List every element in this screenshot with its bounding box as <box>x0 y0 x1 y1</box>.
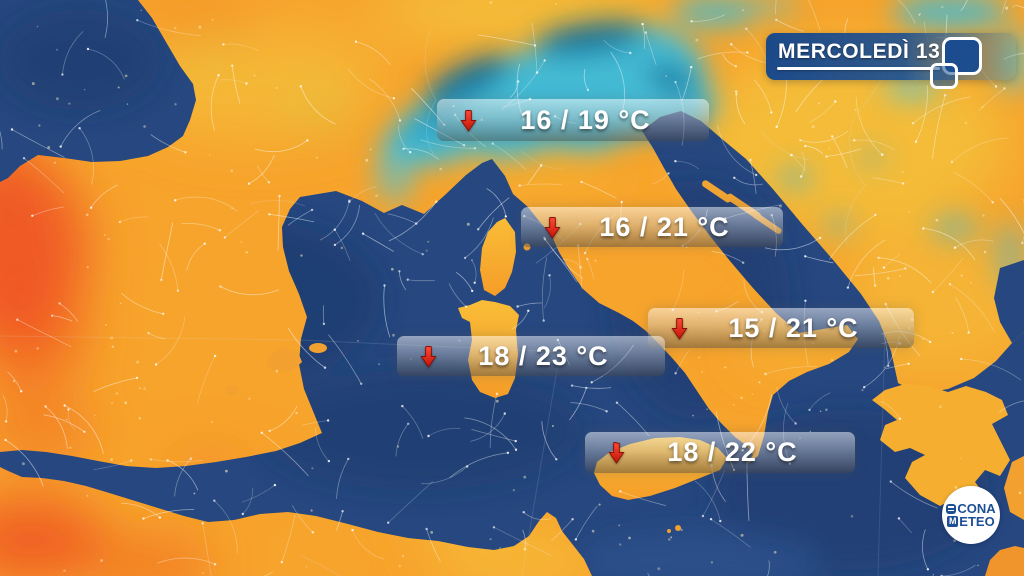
island-malta <box>675 525 681 531</box>
temp-range-text: 18 / 22 °C <box>667 437 798 467</box>
land-greece <box>872 384 1010 506</box>
brand-window-icon <box>946 503 957 514</box>
island-ibiza <box>225 385 239 395</box>
land-greece-edge <box>1004 456 1024 520</box>
channel-logo-big-square-icon <box>942 37 982 75</box>
brand-line2: ETEO <box>959 514 995 529</box>
graticule-lines <box>0 29 901 576</box>
island-mallorca <box>266 348 302 372</box>
temp-range-text: 18 / 23 °C <box>478 340 609 371</box>
temp-drop-arrow-icon <box>460 109 477 132</box>
brand-line1: CONA <box>957 501 996 516</box>
temp-label-sardinia: 18 / 23 °C <box>397 336 665 376</box>
temp-label-sicily: 18 / 22 °C <box>585 432 855 473</box>
land-libya-corner <box>985 546 1024 576</box>
temp-label-north-west-italy: 16 / 19 °C <box>437 99 709 141</box>
island-gozo <box>667 529 671 533</box>
sea-aegean <box>994 260 1024 343</box>
island-menorca <box>309 343 327 353</box>
temp-drop-arrow-icon <box>544 216 561 239</box>
temp-range-text: 16 / 19 °C <box>520 104 651 135</box>
iconameteo-logo: CONA M ETEO <box>942 486 1000 544</box>
island-corsica <box>480 218 516 296</box>
temp-drop-arrow-icon <box>420 345 437 368</box>
day-badge: MERCOLEDÌ 13 <box>766 33 1016 89</box>
day-label: MERCOLEDÌ 13 <box>778 40 941 63</box>
temp-drop-arrow-icon <box>608 442 625 464</box>
channel-logo-small-square-icon <box>930 63 958 89</box>
temp-range-text: 16 / 21 °C <box>599 211 730 242</box>
temp-label-central-italy: 16 / 21 °C <box>521 207 783 247</box>
day-underline <box>777 67 940 70</box>
temp-range-text: 15 / 21 °C <box>728 312 859 343</box>
brand-m-box-icon: M <box>947 516 959 527</box>
temp-drop-arrow-icon <box>671 317 688 340</box>
temp-label-south-italy: 15 / 21 °C <box>648 308 914 348</box>
